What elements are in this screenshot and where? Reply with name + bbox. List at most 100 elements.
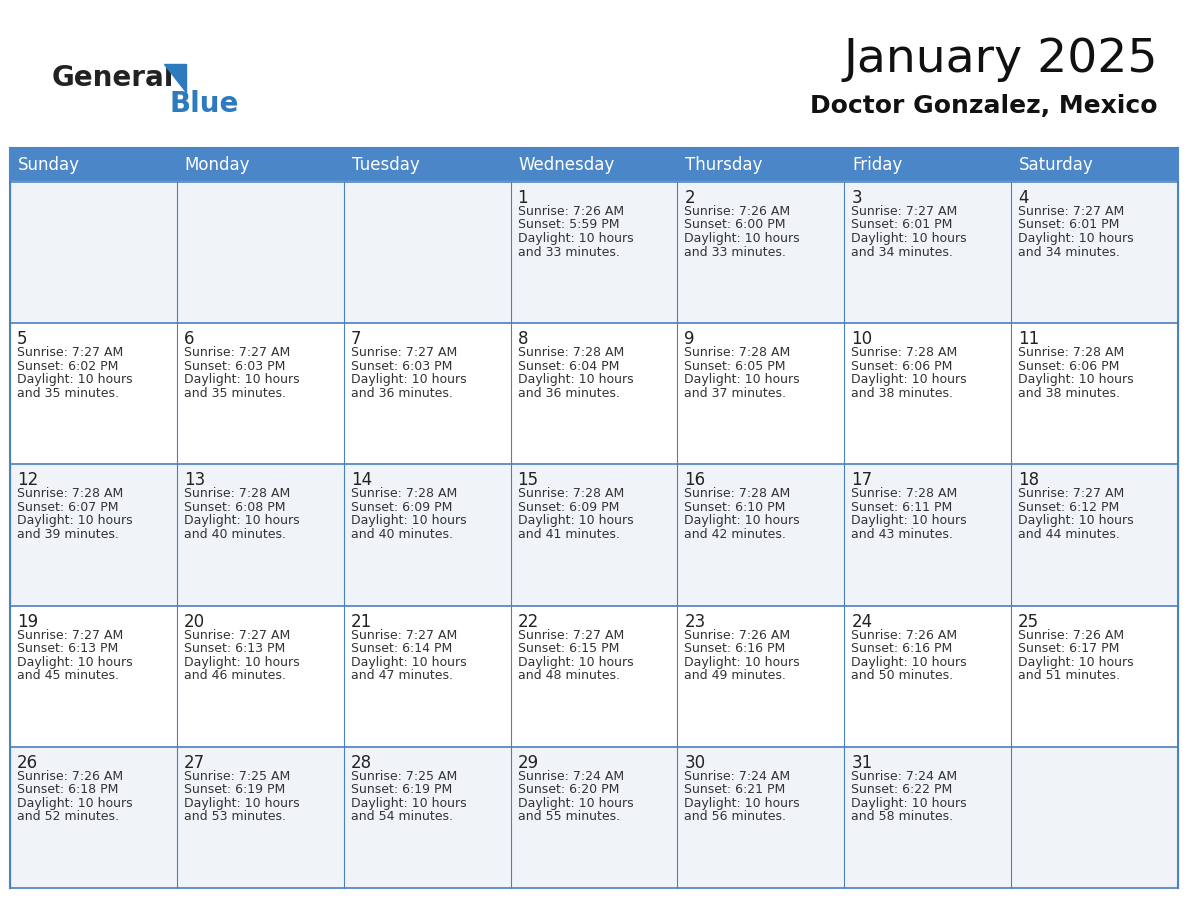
Text: 18: 18 xyxy=(1018,472,1040,489)
Text: Sunrise: 7:26 AM: Sunrise: 7:26 AM xyxy=(684,629,790,642)
Text: 6: 6 xyxy=(184,330,195,348)
Text: and 58 minutes.: and 58 minutes. xyxy=(852,811,954,823)
Polygon shape xyxy=(164,64,187,92)
Text: Friday: Friday xyxy=(852,156,903,174)
Text: Daylight: 10 hours: Daylight: 10 hours xyxy=(184,655,299,668)
Text: Sunrise: 7:25 AM: Sunrise: 7:25 AM xyxy=(184,770,290,783)
Text: Sunset: 6:19 PM: Sunset: 6:19 PM xyxy=(184,783,285,796)
Text: Sunset: 6:10 PM: Sunset: 6:10 PM xyxy=(684,501,785,514)
Text: and 49 minutes.: and 49 minutes. xyxy=(684,669,786,682)
Text: 9: 9 xyxy=(684,330,695,348)
Text: 24: 24 xyxy=(852,612,872,631)
Text: Doctor Gonzalez, Mexico: Doctor Gonzalez, Mexico xyxy=(810,94,1158,118)
Text: Daylight: 10 hours: Daylight: 10 hours xyxy=(184,797,299,810)
Text: 7: 7 xyxy=(350,330,361,348)
Text: Sunset: 6:12 PM: Sunset: 6:12 PM xyxy=(1018,501,1119,514)
Text: 13: 13 xyxy=(184,472,206,489)
Text: Sunset: 6:08 PM: Sunset: 6:08 PM xyxy=(184,501,285,514)
Text: Sunrise: 7:26 AM: Sunrise: 7:26 AM xyxy=(684,205,790,218)
Text: Sunrise: 7:27 AM: Sunrise: 7:27 AM xyxy=(17,629,124,642)
Text: Sunrise: 7:27 AM: Sunrise: 7:27 AM xyxy=(518,629,624,642)
Text: and 36 minutes.: and 36 minutes. xyxy=(350,386,453,399)
Text: Saturday: Saturday xyxy=(1019,156,1094,174)
Text: Sunrise: 7:28 AM: Sunrise: 7:28 AM xyxy=(1018,346,1124,359)
Text: Sunset: 6:00 PM: Sunset: 6:00 PM xyxy=(684,218,786,231)
Text: 2: 2 xyxy=(684,189,695,207)
Bar xyxy=(10,182,1178,323)
Text: January 2025: January 2025 xyxy=(843,38,1158,83)
Text: and 34 minutes.: and 34 minutes. xyxy=(852,245,953,259)
Text: Daylight: 10 hours: Daylight: 10 hours xyxy=(1018,374,1133,386)
Bar xyxy=(10,606,1178,747)
Text: Sunrise: 7:27 AM: Sunrise: 7:27 AM xyxy=(1018,205,1124,218)
Text: Sunset: 6:07 PM: Sunset: 6:07 PM xyxy=(17,501,119,514)
Text: and 46 minutes.: and 46 minutes. xyxy=(184,669,286,682)
Text: and 41 minutes.: and 41 minutes. xyxy=(518,528,619,541)
Text: Daylight: 10 hours: Daylight: 10 hours xyxy=(518,655,633,668)
Text: Sunrise: 7:27 AM: Sunrise: 7:27 AM xyxy=(350,346,457,359)
Text: 12: 12 xyxy=(17,472,38,489)
Text: Sunset: 6:13 PM: Sunset: 6:13 PM xyxy=(17,642,119,655)
Text: Wednesday: Wednesday xyxy=(519,156,615,174)
Text: Sunset: 6:22 PM: Sunset: 6:22 PM xyxy=(852,783,953,796)
Text: Sunset: 6:18 PM: Sunset: 6:18 PM xyxy=(17,783,119,796)
Text: 25: 25 xyxy=(1018,612,1040,631)
Text: Sunrise: 7:24 AM: Sunrise: 7:24 AM xyxy=(852,770,958,783)
Text: Daylight: 10 hours: Daylight: 10 hours xyxy=(1018,514,1133,528)
Text: Daylight: 10 hours: Daylight: 10 hours xyxy=(852,655,967,668)
Text: Daylight: 10 hours: Daylight: 10 hours xyxy=(684,797,800,810)
Text: Sunrise: 7:24 AM: Sunrise: 7:24 AM xyxy=(518,770,624,783)
Text: Sunset: 6:11 PM: Sunset: 6:11 PM xyxy=(852,501,953,514)
Text: General: General xyxy=(52,64,175,92)
Text: 8: 8 xyxy=(518,330,529,348)
Text: Sunset: 6:06 PM: Sunset: 6:06 PM xyxy=(852,360,953,373)
Text: Daylight: 10 hours: Daylight: 10 hours xyxy=(350,797,467,810)
Text: and 37 minutes.: and 37 minutes. xyxy=(684,386,786,399)
Text: 30: 30 xyxy=(684,754,706,772)
Text: Daylight: 10 hours: Daylight: 10 hours xyxy=(518,514,633,528)
Text: and 54 minutes.: and 54 minutes. xyxy=(350,811,453,823)
Text: 23: 23 xyxy=(684,612,706,631)
Text: Daylight: 10 hours: Daylight: 10 hours xyxy=(17,797,133,810)
Bar xyxy=(10,465,1178,606)
Text: Daylight: 10 hours: Daylight: 10 hours xyxy=(350,655,467,668)
Text: and 51 minutes.: and 51 minutes. xyxy=(1018,669,1120,682)
Text: 17: 17 xyxy=(852,472,872,489)
Text: Daylight: 10 hours: Daylight: 10 hours xyxy=(184,514,299,528)
Text: Sunset: 6:04 PM: Sunset: 6:04 PM xyxy=(518,360,619,373)
Text: and 55 minutes.: and 55 minutes. xyxy=(518,811,620,823)
Text: and 35 minutes.: and 35 minutes. xyxy=(184,386,286,399)
Text: and 38 minutes.: and 38 minutes. xyxy=(1018,386,1120,399)
Text: Sunrise: 7:28 AM: Sunrise: 7:28 AM xyxy=(518,346,624,359)
Text: Blue: Blue xyxy=(170,90,239,118)
Text: and 35 minutes.: and 35 minutes. xyxy=(17,386,119,399)
Text: and 56 minutes.: and 56 minutes. xyxy=(684,811,786,823)
Text: Daylight: 10 hours: Daylight: 10 hours xyxy=(350,514,467,528)
Text: Sunrise: 7:27 AM: Sunrise: 7:27 AM xyxy=(17,346,124,359)
Text: Sunrise: 7:28 AM: Sunrise: 7:28 AM xyxy=(184,487,290,500)
Text: Sunrise: 7:28 AM: Sunrise: 7:28 AM xyxy=(684,487,791,500)
Text: and 44 minutes.: and 44 minutes. xyxy=(1018,528,1120,541)
Text: Daylight: 10 hours: Daylight: 10 hours xyxy=(518,797,633,810)
Text: Daylight: 10 hours: Daylight: 10 hours xyxy=(17,374,133,386)
Text: 26: 26 xyxy=(17,754,38,772)
Text: Sunset: 6:02 PM: Sunset: 6:02 PM xyxy=(17,360,119,373)
Text: Tuesday: Tuesday xyxy=(352,156,419,174)
Text: and 43 minutes.: and 43 minutes. xyxy=(852,528,953,541)
Text: Sunrise: 7:25 AM: Sunrise: 7:25 AM xyxy=(350,770,457,783)
Bar xyxy=(10,148,1178,182)
Text: Thursday: Thursday xyxy=(685,156,763,174)
Text: Sunset: 6:17 PM: Sunset: 6:17 PM xyxy=(1018,642,1119,655)
Text: Sunrise: 7:27 AM: Sunrise: 7:27 AM xyxy=(1018,487,1124,500)
Text: Daylight: 10 hours: Daylight: 10 hours xyxy=(184,374,299,386)
Text: 21: 21 xyxy=(350,612,372,631)
Text: and 47 minutes.: and 47 minutes. xyxy=(350,669,453,682)
Text: 1: 1 xyxy=(518,189,529,207)
Text: Daylight: 10 hours: Daylight: 10 hours xyxy=(852,514,967,528)
Text: Sunset: 5:59 PM: Sunset: 5:59 PM xyxy=(518,218,619,231)
Text: 11: 11 xyxy=(1018,330,1040,348)
Text: Sunset: 6:03 PM: Sunset: 6:03 PM xyxy=(184,360,285,373)
Text: and 38 minutes.: and 38 minutes. xyxy=(852,386,953,399)
Text: and 33 minutes.: and 33 minutes. xyxy=(518,245,619,259)
Text: and 40 minutes.: and 40 minutes. xyxy=(350,528,453,541)
